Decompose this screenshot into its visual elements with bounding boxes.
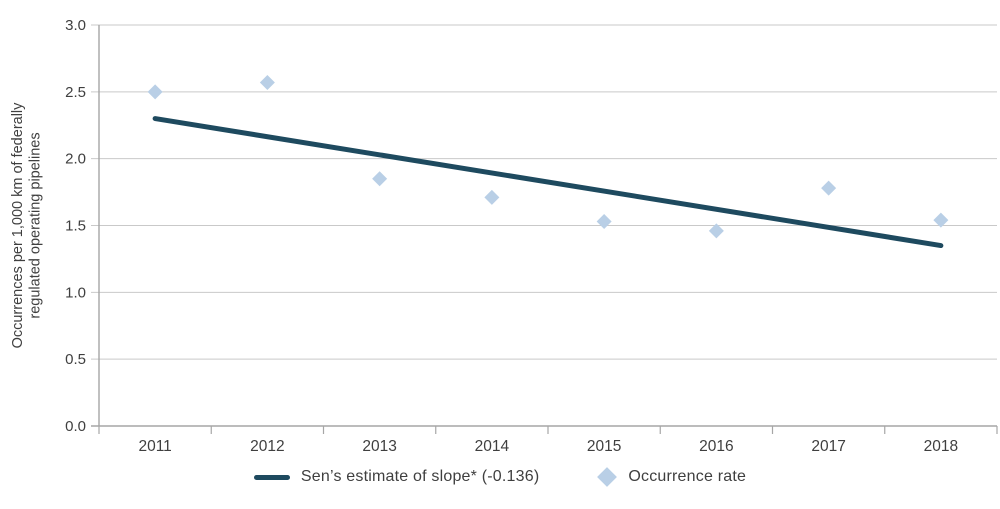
occurrence-rate-swatch-icon xyxy=(597,467,618,487)
trend-line xyxy=(152,116,944,249)
data-point-2015 xyxy=(596,213,612,229)
legend-item-sens-slope: Sen’s estimate of slope* (-0.136) xyxy=(253,468,540,486)
y-axis-title-line2: regulated operating pipelines xyxy=(28,132,44,318)
y-tick-label: 2.0 xyxy=(65,151,86,168)
chart-canvas: 0.0 0.5 1.0 1.5 2.0 2.5 3.0 2011 2012 2013 2014 201… xyxy=(10,17,998,455)
x-tick-label: 2011 xyxy=(138,438,171,455)
y-tick-label: 0.5 xyxy=(65,351,86,368)
data-point-2011 xyxy=(147,84,163,100)
data-point-2012 xyxy=(259,74,275,90)
y-tick-label: 3.0 xyxy=(65,17,86,34)
x-tick-label: 2012 xyxy=(250,438,284,455)
data-point-2018 xyxy=(933,212,949,228)
x-tick-label: 2013 xyxy=(362,438,396,455)
legend-item-occurrence-rate: Occurrence rate xyxy=(597,467,747,487)
data-point-2014 xyxy=(484,189,500,205)
data-point-2013 xyxy=(372,171,388,187)
y-axis-title-line1: Occurrences per 1,000 km of federally xyxy=(10,102,26,349)
x-tick-label: 2016 xyxy=(699,438,733,455)
y-tick-label: 0.0 xyxy=(65,418,86,435)
trend-line-swatch-icon xyxy=(253,474,290,480)
x-tick-label: 2018 xyxy=(924,438,958,455)
x-tick-label: 2014 xyxy=(475,438,510,455)
data-point-2017 xyxy=(821,180,837,196)
legend-label-sens-slope: Sen’s estimate of slope* (-0.136) xyxy=(300,468,540,485)
x-tick-label: 2017 xyxy=(811,438,845,455)
y-tick-label: 2.5 xyxy=(65,84,86,101)
y-tick-label: 1.0 xyxy=(65,284,86,301)
x-tick-label: 2015 xyxy=(587,438,621,455)
data-point-2016 xyxy=(708,223,724,239)
chart-legend: Sen’s estimate of slope* (-0.136) Occurr… xyxy=(0,467,1000,487)
legend-label-occurrence-rate: Occurrence rate xyxy=(628,468,747,485)
y-tick-label: 1.5 xyxy=(65,218,86,235)
